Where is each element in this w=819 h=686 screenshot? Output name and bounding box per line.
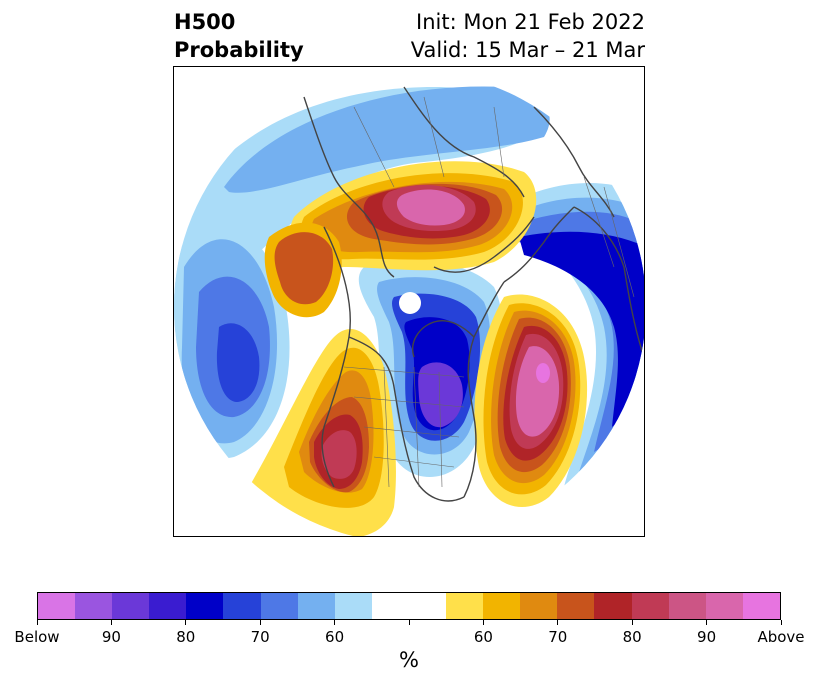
product-name: Probability — [174, 38, 304, 62]
colorbar-segment — [483, 593, 521, 619]
colorbar-segment — [371, 593, 409, 619]
colorbar-ticks — [36, 620, 782, 628]
colorbar-tick — [185, 620, 187, 625]
colorbar-segment — [223, 593, 261, 619]
colorbar-tick-label: 70 — [548, 628, 568, 646]
colorbar-segment — [186, 593, 224, 619]
shade-rust-nw — [274, 232, 334, 305]
colorbar-tick-label: 90 — [101, 628, 121, 646]
colorbar-segment — [38, 593, 76, 619]
valid-range: Valid: 15 Mar – 21 Mar — [410, 38, 645, 62]
colorbar-tick-label: Above — [757, 628, 805, 646]
colorbar-segment — [408, 593, 447, 619]
colorbar-tick — [780, 620, 782, 625]
shade-mid-blue-north — [224, 86, 550, 193]
title-right: Init: Mon 21 Feb 2022 Valid: 15 Mar – 21… — [411, 8, 645, 64]
colorbar-segment — [668, 593, 706, 619]
colorbar — [37, 592, 781, 620]
colorbar-tick — [334, 620, 336, 625]
colorbar-tick-label: Below — [14, 628, 60, 646]
colorbar-segment — [446, 593, 484, 619]
colorbar-tick — [36, 620, 38, 625]
colorbar-segment — [742, 593, 780, 619]
colorbar-tick-label: 80 — [176, 628, 196, 646]
colorbar-tick — [631, 620, 633, 625]
pole-hole — [399, 292, 421, 314]
political-borders — [343, 96, 635, 488]
colorbar-tick — [482, 620, 484, 625]
colorbar-tick — [259, 620, 261, 625]
shade-strong-blue-west — [216, 323, 260, 402]
colorbar-segment — [334, 593, 372, 619]
colorbar-segment — [112, 593, 150, 619]
colorbar-segment — [631, 593, 669, 619]
anomaly-field — [174, 86, 644, 536]
colorbar-segment — [705, 593, 743, 619]
colorbar-segment — [594, 593, 632, 619]
colorbar-segment — [520, 593, 558, 619]
variable-name: H500 — [174, 10, 236, 34]
colorbar-segment — [75, 593, 113, 619]
probability-map — [173, 66, 645, 537]
colorbar-unit: % — [399, 648, 419, 672]
colorbar-tick — [408, 620, 410, 625]
shade-magenta-atl — [536, 363, 550, 383]
colorbar-tick-label: 60 — [473, 628, 493, 646]
colorbar-tick-label: 90 — [697, 628, 717, 646]
shade-purple-na — [418, 362, 463, 428]
shade-pink-arctic — [396, 189, 465, 226]
colorbar-tick — [110, 620, 112, 625]
shade-deep-blue-east — [519, 231, 644, 427]
colorbar-tick — [557, 620, 559, 625]
colorbar-segment — [557, 593, 595, 619]
colorbar-tick-label: 80 — [622, 628, 642, 646]
colorbar-tick-label: 70 — [250, 628, 270, 646]
colorbar-segment — [260, 593, 298, 619]
shade-crimson-sw — [321, 430, 357, 479]
colorbar-tick — [706, 620, 708, 625]
colorbar-segment — [297, 593, 335, 619]
colorbar-tick-label: 60 — [325, 628, 345, 646]
coastlines — [303, 86, 644, 502]
init-date: Init: Mon 21 Feb 2022 — [416, 10, 645, 34]
map-canvas — [174, 86, 644, 536]
title-left: H500 Probability — [174, 8, 304, 64]
colorbar-segment — [149, 593, 187, 619]
